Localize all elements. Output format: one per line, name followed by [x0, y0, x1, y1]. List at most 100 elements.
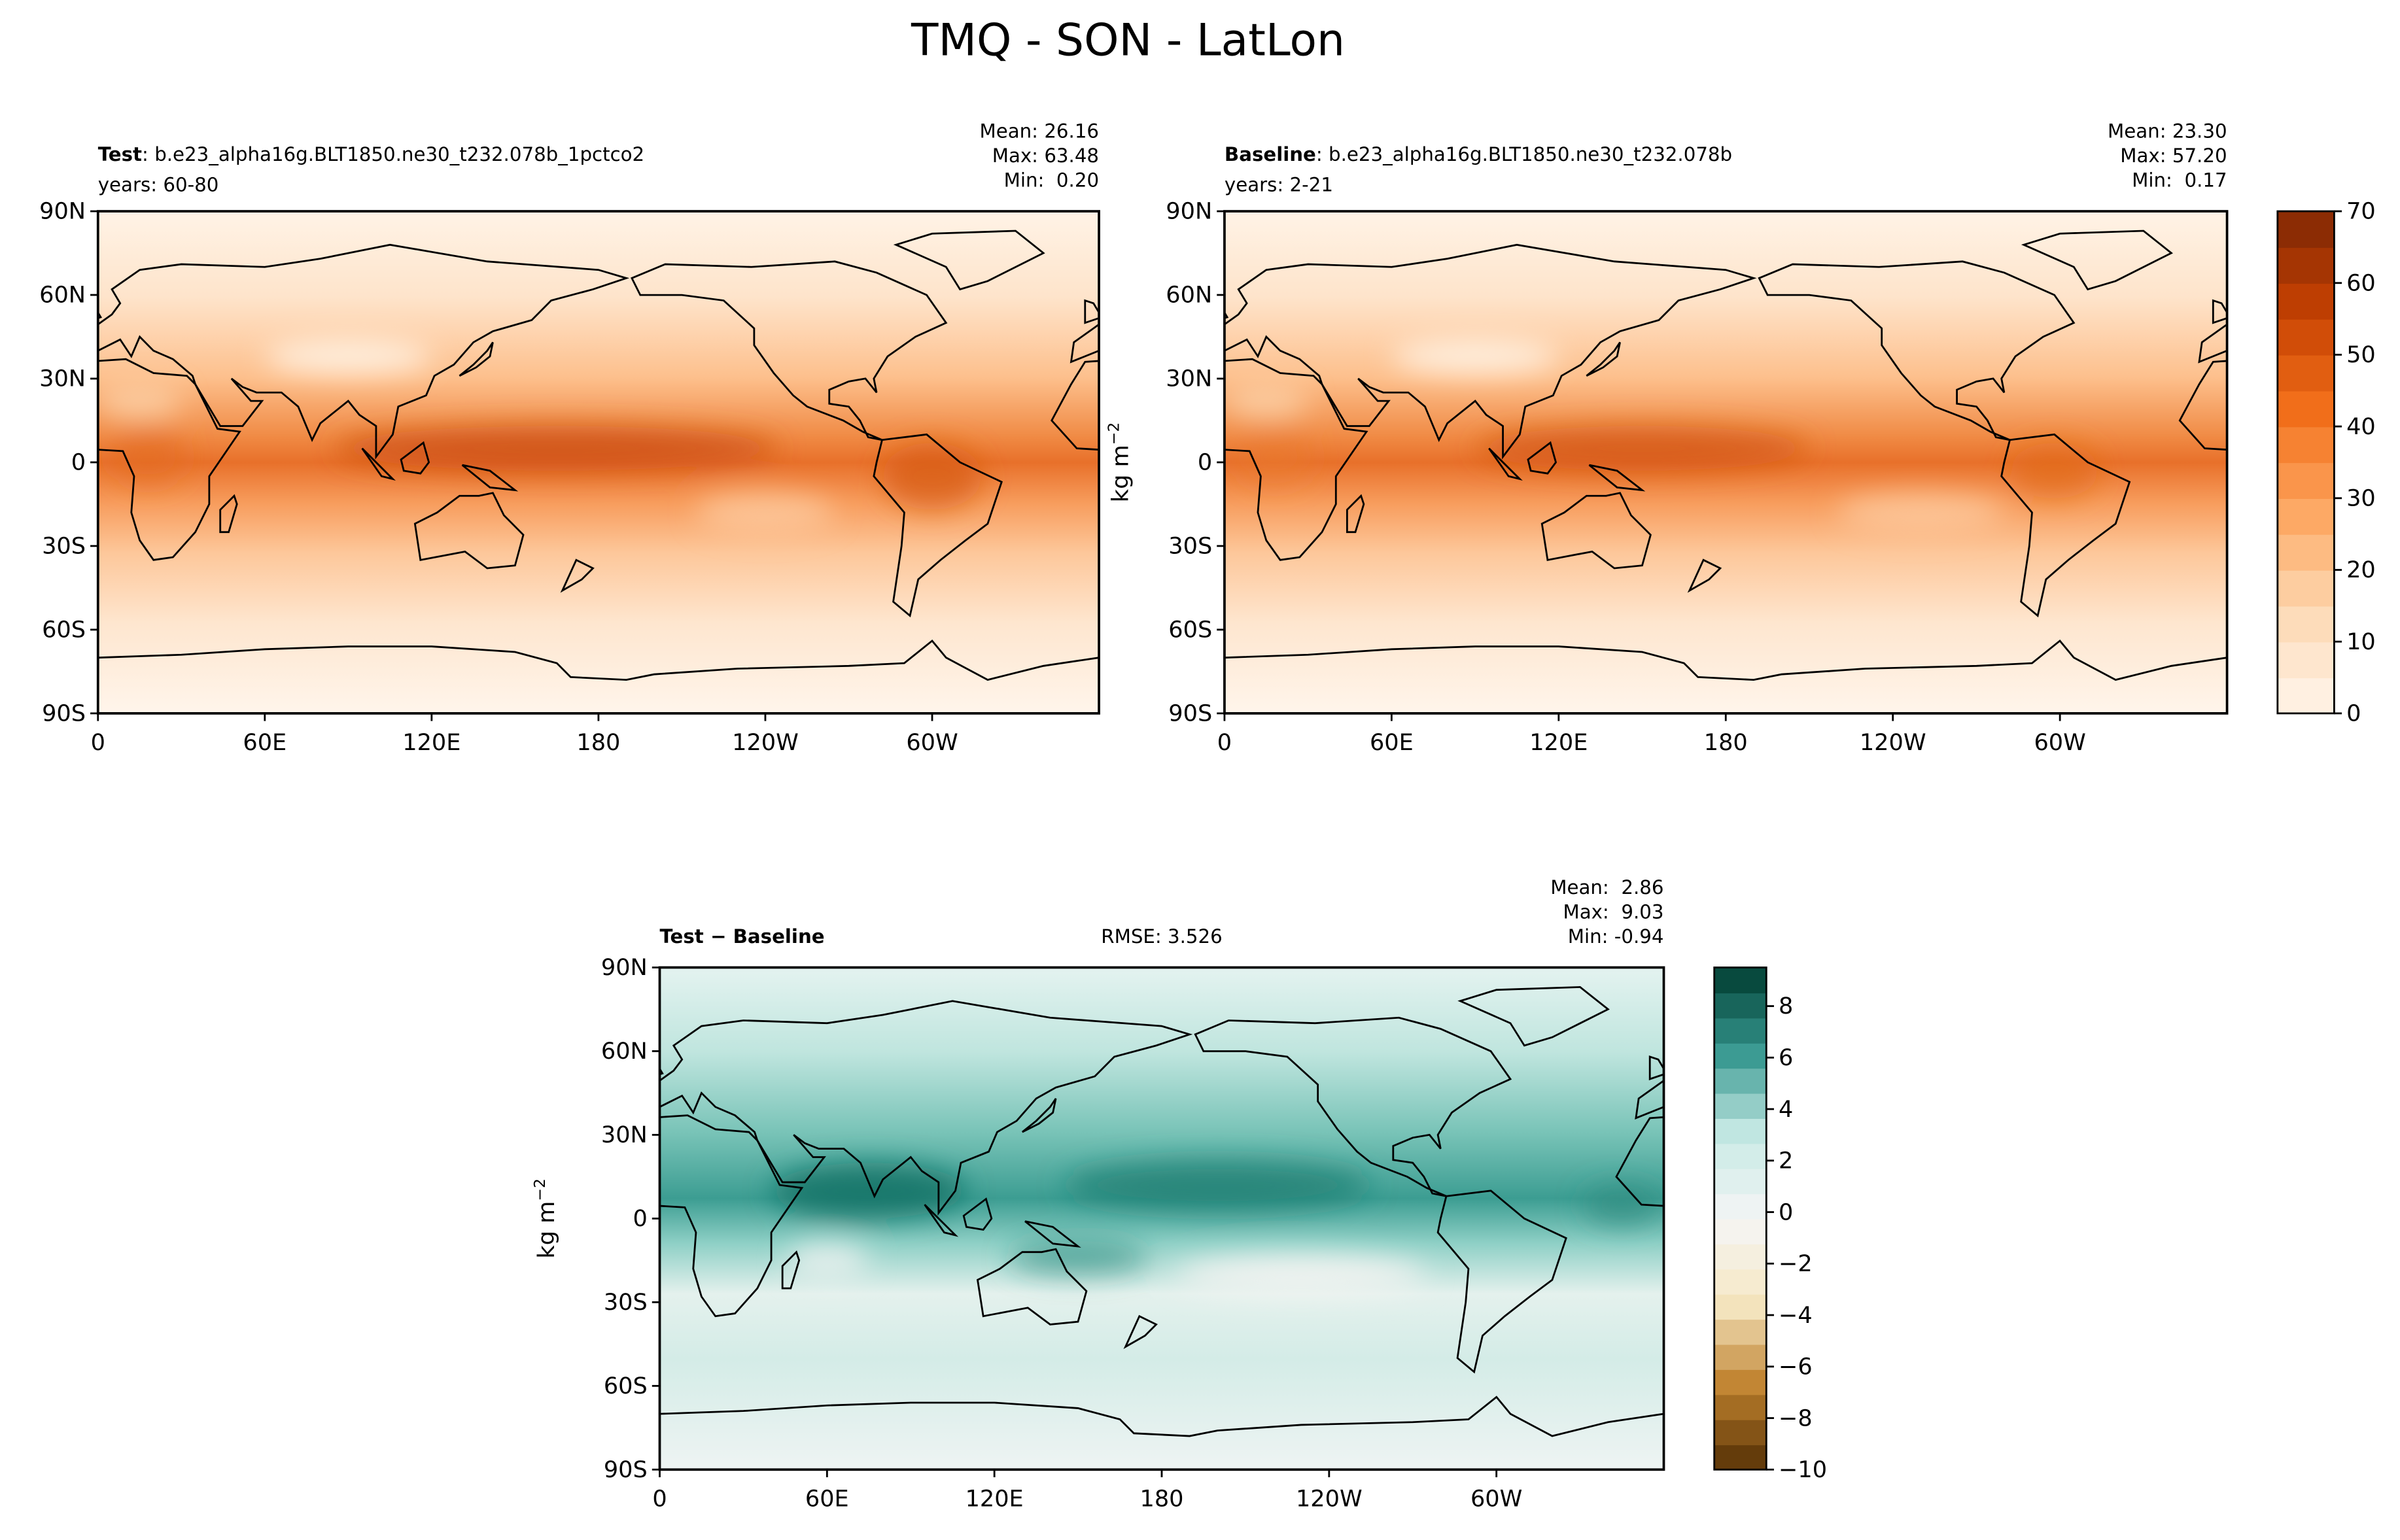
field-feature: [1837, 492, 2004, 532]
coastline: [2130, 1316, 2161, 1347]
colorbar-band: [1714, 967, 1767, 994]
coastline: [1687, 558, 1722, 593]
colorbar-tick-label: 50: [2346, 341, 2376, 368]
colorbar-band: [1714, 1419, 1767, 1446]
colorbar-tick-label: −8: [1779, 1405, 1813, 1431]
coastline: [2000, 433, 2131, 618]
coastline: [1981, 1249, 2090, 1324]
field-feature: [1391, 339, 1559, 373]
y-tick-label: 60N: [39, 282, 86, 309]
coastline: [1968, 1199, 1996, 1229]
units-base: kg m: [1107, 445, 1134, 502]
coastline: [459, 341, 494, 377]
panel-subtitle: : b.e23_alpha16g.BLT1850.ne30_t232.078b_…: [142, 143, 644, 165]
panel-years: years: 60-80: [98, 174, 219, 196]
colorbar-tick-label: −4: [1779, 1302, 1813, 1329]
coastline: [659, 1000, 1193, 1216]
field-feature: [109, 428, 187, 485]
map-panel: [1224, 211, 2227, 713]
y-tick-label: 30N: [601, 1121, 648, 1148]
coastline: [2026, 1099, 2060, 1132]
field-feature: [97, 384, 182, 418]
coastline: [413, 492, 525, 570]
panel-stat: Min: -0.94: [1568, 925, 1664, 948]
map-panel: [0, 211, 1100, 713]
coastline: [122, 1316, 152, 1347]
y-tick-label: 90S: [42, 700, 86, 727]
units-base: kg m: [533, 1201, 560, 1259]
y-tick-label: 60N: [1166, 282, 1212, 309]
x-tick-label: 0: [1217, 729, 1232, 756]
coastline: [1588, 464, 1646, 492]
field-feature: [2009, 443, 2099, 499]
colorbar-band: [1714, 1243, 1767, 1270]
colorbar-band: [1714, 1093, 1767, 1120]
units-exponent: −2: [530, 1178, 549, 1201]
colorbar-tick-label: 10: [2346, 628, 2376, 655]
panel-stat: Mean: 23.30: [2108, 120, 2227, 143]
map-panel: [0, 967, 2161, 1470]
coastline: [0, 1249, 82, 1324]
colorbar-tick-label: −6: [1779, 1354, 1813, 1380]
x-tick-label: 60W: [1470, 1485, 1522, 1512]
x-tick-label: 60W: [906, 729, 958, 756]
coastline: [97, 243, 630, 460]
coastline: [1488, 447, 1523, 481]
coastline: [191, 1018, 506, 1196]
panel-stat: Min: 0.17: [2132, 169, 2227, 192]
coastline: [976, 1248, 1088, 1326]
colorbar-band: [1714, 1318, 1767, 1345]
panel-rmse: RMSE: 3.526: [1101, 925, 1222, 948]
y-tick-label: 60N: [601, 1038, 648, 1065]
y-tick-label: 30S: [42, 533, 86, 560]
coastline: [1346, 494, 1365, 534]
x-tick-label: 60E: [243, 729, 287, 756]
x-tick-label: 120W: [1296, 1485, 1363, 1512]
coastline: [1758, 260, 2076, 441]
x-tick-label: 60E: [805, 1485, 849, 1512]
coastline: [1224, 639, 2227, 681]
colorbar-band: [1714, 1193, 1767, 1220]
field-feature: [785, 1243, 869, 1277]
field-features: [771, 1159, 1661, 1294]
field-feature: [771, 1163, 967, 1219]
coastline: [1224, 358, 1368, 561]
x-tick-label: 180: [1140, 1485, 1184, 1512]
coastline: [781, 1250, 801, 1290]
coastline: [924, 1204, 959, 1237]
colorbar-band: [1714, 1344, 1767, 1370]
coastline: [1586, 341, 1621, 377]
colorbar-band: [2277, 606, 2335, 643]
colorbar-frame: [2276, 210, 2335, 715]
field-feature: [1475, 426, 1809, 471]
coastline: [1123, 1314, 1158, 1349]
coastline: [0, 1001, 186, 1213]
coastline: [1021, 1098, 1057, 1133]
panel-name: Test: [98, 143, 142, 165]
colorbar-tick-label: 40: [2346, 413, 2376, 440]
y-tick-label: 90S: [1168, 700, 1212, 727]
colorbar-band: [2277, 677, 2335, 715]
field-feature: [1582, 1185, 1661, 1224]
colorbar-band: [1714, 992, 1767, 1019]
coastline: [461, 464, 519, 492]
coastline: [219, 494, 238, 534]
coastline: [18, 1099, 52, 1132]
colorbar-tick-label: 6: [1779, 1044, 1793, 1071]
colorbar-band: [1714, 1042, 1767, 1069]
panel-name: Baseline: [1225, 143, 1316, 165]
field-feature: [882, 443, 983, 510]
field-feature: [1064, 1159, 1371, 1210]
panel-stat: Max: 57.20: [2120, 145, 2227, 167]
coastline: [659, 1395, 1664, 1437]
colorbar-tick-label: 0: [1779, 1199, 1793, 1225]
coastline: [1436, 1189, 1567, 1374]
colorbar-band: [2277, 354, 2335, 392]
panel-years: years: 2-21: [1225, 174, 1333, 196]
coastline: [962, 1197, 993, 1231]
x-tick-label: 120E: [965, 1485, 1024, 1512]
coastline: [0, 434, 1, 615]
coastline: [2021, 230, 2174, 291]
colorbar-band: [2277, 642, 2335, 679]
colorbar-band: [2277, 282, 2335, 320]
